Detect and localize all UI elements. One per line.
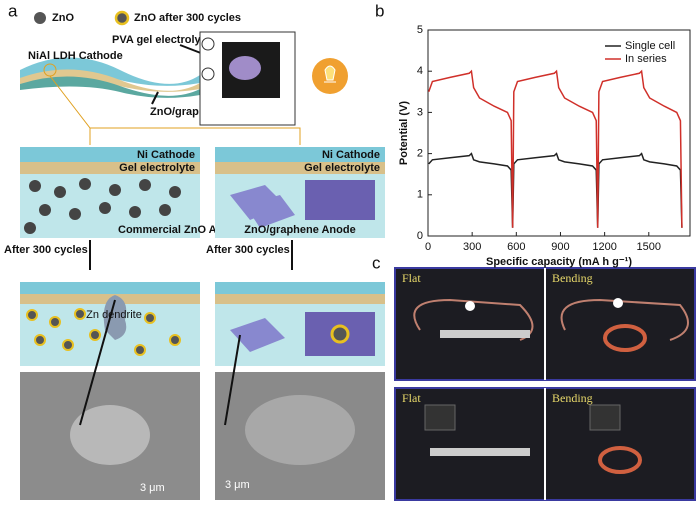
legend-label: Single cell: [625, 40, 675, 52]
device: [603, 324, 647, 352]
device-label: NiAl LDH Cathode: [28, 50, 123, 62]
anode-layer: [20, 76, 200, 98]
hand: [229, 56, 261, 80]
dendrite-label: Zn dendrite: [86, 309, 142, 321]
y-tick-label: 5: [417, 24, 423, 36]
y-tick-label: 0: [417, 230, 423, 242]
fan: [589, 404, 621, 431]
photo-label: Bending: [552, 271, 593, 285]
y-tick-label: 2: [417, 148, 423, 160]
device: [598, 446, 642, 474]
photo-label: Bending: [552, 391, 593, 405]
x-tick-label: 1200: [592, 241, 616, 253]
scale-bar-label: 3 μm: [225, 479, 250, 491]
cathode-band: [20, 282, 200, 294]
electrolyte-band: [215, 162, 385, 174]
step-label: After 300 cycles: [206, 244, 290, 256]
x-tick-label: 0: [425, 241, 431, 253]
plus-sign: [201, 37, 215, 51]
y-tick-label: 3: [417, 106, 423, 118]
cathode-band: [215, 282, 385, 294]
fan: [424, 404, 456, 431]
arrow: [79, 299, 116, 426]
series-line: [428, 152, 683, 228]
electrolyte-layer: [20, 69, 200, 92]
series-line: [428, 69, 683, 228]
wire: [560, 298, 689, 341]
sem-feature: [245, 395, 355, 465]
graphene: [230, 318, 285, 352]
device: [430, 448, 530, 456]
layer-label: Ni Cathode: [322, 149, 380, 161]
layer-label: Gel electrolyte: [304, 162, 380, 174]
y-tick-label: 1: [417, 189, 423, 201]
graphene: [230, 185, 295, 228]
wire: [413, 298, 534, 341]
sem-feature: [70, 405, 150, 465]
legend-label: In series: [625, 53, 667, 65]
cathode-layer: [20, 57, 200, 86]
device-label: PVA gel electrolyte: [112, 34, 210, 46]
zno-icon: [34, 12, 46, 24]
electrolyte-band: [20, 162, 200, 174]
photo-label: Flat: [402, 271, 421, 285]
photo-label: Flat: [402, 391, 421, 405]
led: [465, 301, 475, 311]
plot-frame: [427, 29, 691, 237]
x-tick-label: 600: [507, 241, 525, 253]
zoom-inset: [305, 180, 375, 220]
cycled-particle: [330, 324, 350, 344]
scale-bar-label: 3 μm: [140, 482, 165, 494]
dendrite: [103, 295, 127, 340]
x-tick-label: 300: [463, 241, 481, 253]
arrow: [151, 91, 159, 105]
panel-label: b: [375, 1, 384, 20]
led: [613, 298, 623, 308]
x-tick-label: 900: [551, 241, 569, 253]
legend-text: ZnO after 300 cycles: [134, 12, 241, 24]
connector: [49, 75, 301, 145]
zno-cycled-icon: [114, 10, 130, 26]
layer-label: ZnO/graphene Anode: [244, 224, 355, 236]
layer-label: Commercial ZnO Anode: [118, 224, 243, 236]
bulb: [324, 65, 336, 83]
particles: [24, 178, 181, 234]
cathode-band: [20, 147, 200, 162]
electrolyte-band: [215, 294, 385, 304]
y-axis-label: Potential (V): [398, 101, 410, 166]
y-tick-label: 4: [417, 65, 423, 77]
layer-label: Gel electrolyte: [119, 162, 195, 174]
minus-sign: [201, 67, 215, 81]
step-label: After 300 cycles: [4, 244, 88, 256]
cycled-particles: [26, 308, 181, 356]
arrow: [224, 334, 241, 426]
panel-label: c: [372, 253, 381, 272]
x-tick-label: 1500: [637, 241, 661, 253]
panel-label: a: [8, 1, 18, 20]
legend-text: ZnO: [52, 12, 74, 24]
cathode-band: [215, 147, 385, 162]
layer-label: Ni Cathode: [137, 149, 195, 161]
x-axis-label: Specific capacity (mA h g⁻¹): [486, 256, 632, 268]
device: [440, 330, 530, 338]
